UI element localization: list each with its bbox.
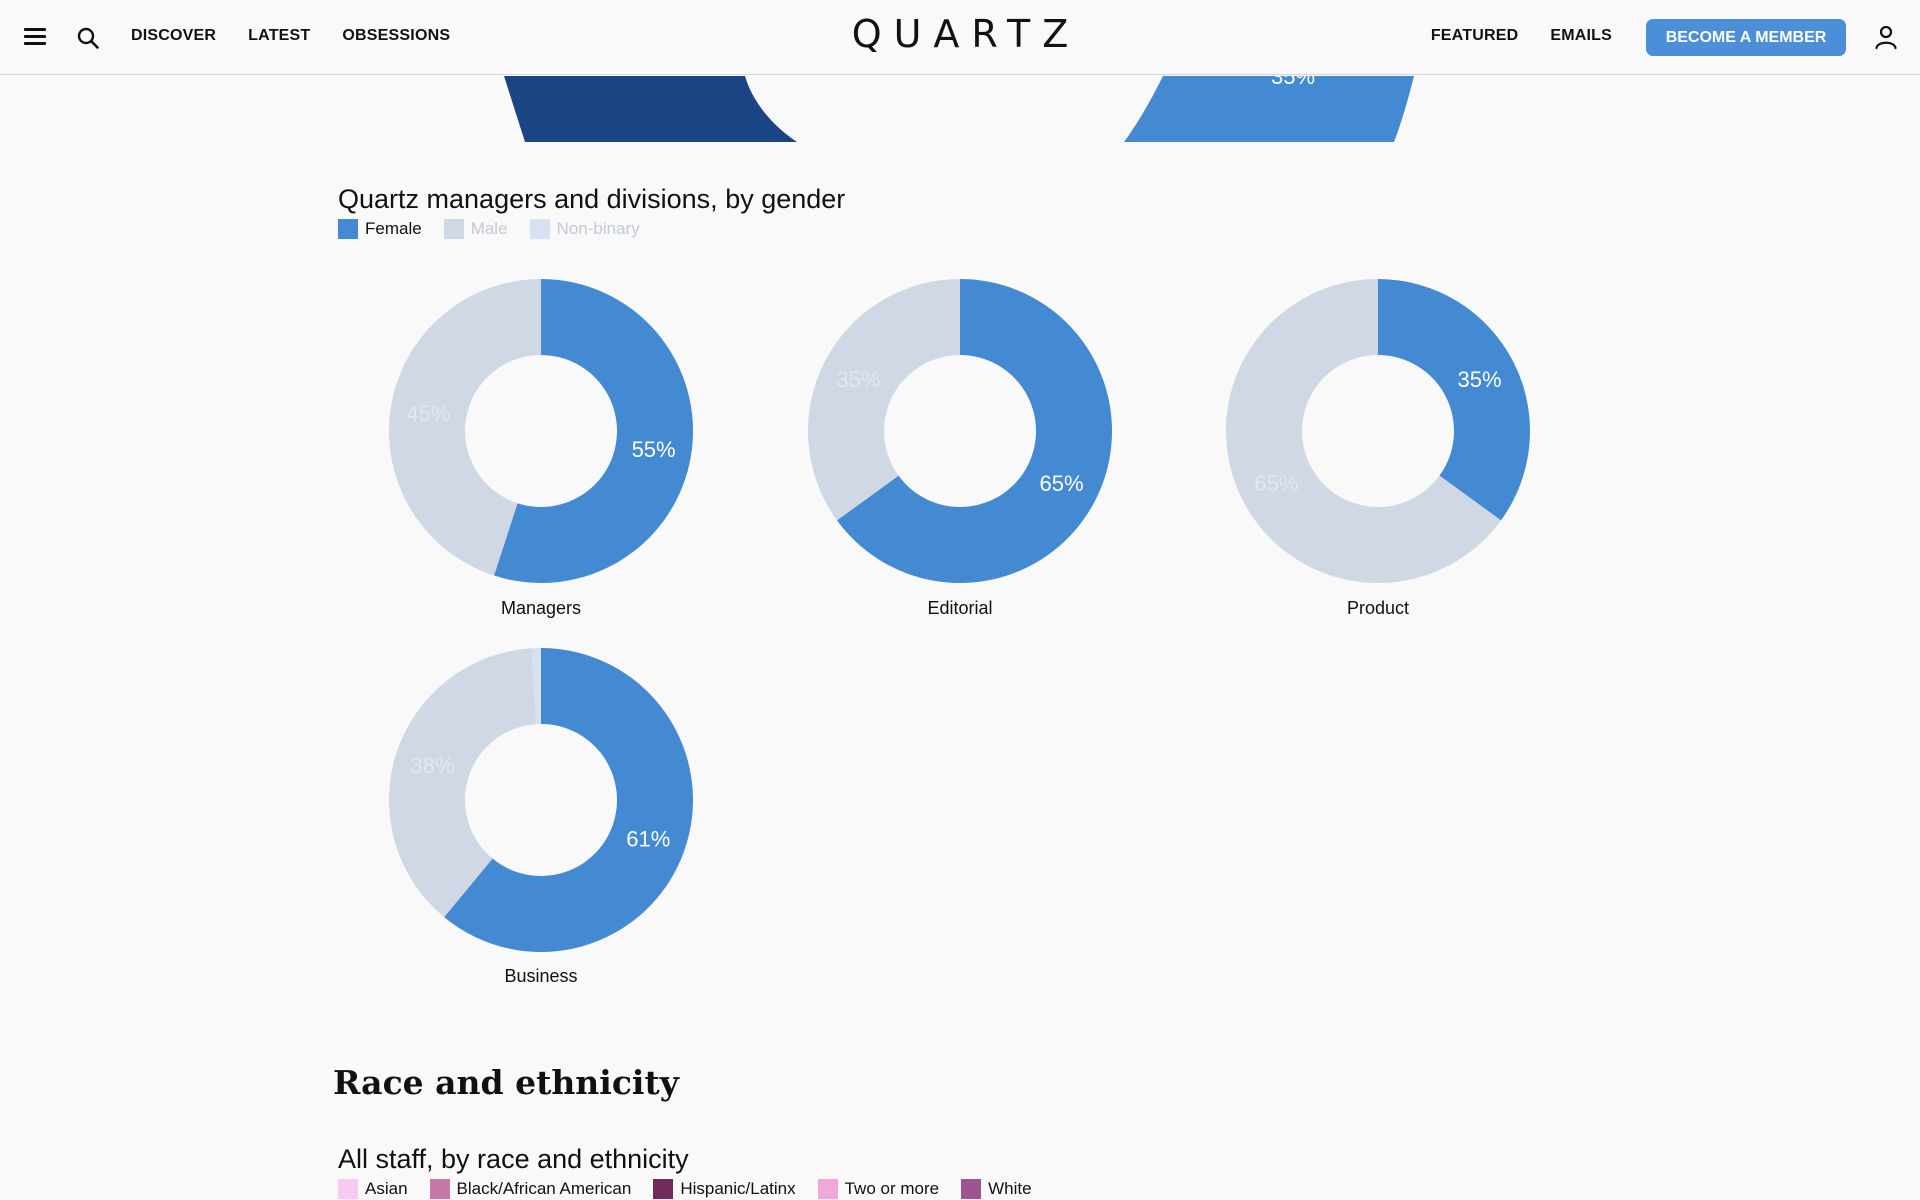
donut-business-label-female: 61% (626, 827, 670, 852)
legend-label-nonbinary: Non-binary (556, 219, 640, 238)
secondary-nav: FEATURED EMAILS (1431, 27, 1612, 45)
legend-swatch-hispanic (653, 1179, 674, 1199)
donut-managers-segment-male[interactable] (389, 279, 541, 576)
legend-label-asian: Asian (365, 1179, 408, 1198)
donut-product-segment-male[interactable] (1226, 279, 1501, 584)
nav-latest[interactable]: LATEST (248, 27, 311, 44)
legend-label-female: Female (365, 219, 422, 238)
donut-title-product: Product (1346, 598, 1410, 618)
legend-label-white: White (988, 1179, 1032, 1198)
brand-logo-wrap: QUARTZ (0, 12, 1920, 56)
legend-swatch-black (429, 1179, 450, 1199)
legend-label-black: Black/African American (456, 1179, 632, 1198)
donut-editorial-segment-female[interactable] (837, 279, 1112, 583)
legend-item-hispanic[interactable]: Hispanic/Latinx (653, 1179, 796, 1199)
legend-item-black[interactable]: Black/African American (429, 1179, 632, 1199)
nav-discover[interactable]: DISCOVER (131, 27, 217, 44)
donut-editorial-label-male: 35% (836, 367, 880, 392)
user-icon[interactable] (1873, 24, 1899, 50)
race-chart-title: All staff, by race and ethnicity (338, 1144, 689, 1174)
legend-item-asian[interactable]: Asian (338, 1179, 408, 1199)
previous-chart-label: 35% (1271, 76, 1315, 89)
legend-item-white[interactable]: White (961, 1179, 1032, 1199)
legend-swatch-nonbinary (529, 219, 550, 239)
gender-chart-title: Quartz managers and divisions, by gender (338, 184, 846, 214)
legend-swatch-male (443, 219, 464, 239)
donut-editorial-segment-male[interactable] (807, 279, 960, 521)
donut-title-editorial: Editorial (927, 598, 993, 618)
donut-managers-label-male: 45% (406, 401, 450, 426)
donut-business-label-male: 38% (411, 753, 455, 778)
primary-nav: DISCOVER LATEST OBSESSIONS (131, 27, 450, 45)
section-heading-race: Race and ethnicity (333, 1063, 679, 1102)
donut-product-segment-female[interactable] (1378, 279, 1530, 521)
search-icon[interactable] (76, 26, 100, 50)
legend-swatch-asian (338, 1179, 358, 1199)
legend-item-nonbinary[interactable]: Non-binary (529, 219, 640, 239)
donut-title-managers: Managers (500, 598, 582, 618)
donut-business-segment-female[interactable] (444, 648, 693, 952)
become-member-button[interactable]: BECOME A MEMBER (1646, 19, 1846, 56)
donut-title-business: Business (504, 966, 578, 986)
legend-item-male[interactable]: Male (443, 219, 508, 239)
donut-editorial-label-female: 65% (1040, 471, 1084, 496)
nav-obsessions[interactable]: OBSESSIONS (342, 27, 451, 44)
legend-swatch-two-or-more (817, 1179, 838, 1199)
gender-legend: Female Male Non-binary (338, 219, 662, 239)
legend-item-female[interactable]: Female (338, 219, 422, 239)
legend-label-male: Male (470, 219, 508, 238)
race-legend: Asian Black/African American Hispanic/La… (338, 1179, 1054, 1199)
donut-managers-segment-female[interactable] (494, 279, 693, 584)
donut-managers-label-female: 55% (632, 437, 676, 462)
previous-chart-fragment: 35% (504, 76, 1414, 142)
brand-logo[interactable]: QUARTZ (851, 12, 1081, 56)
legend-item-two-or-more[interactable]: Two or more (817, 1179, 940, 1199)
previous-chart-dark-segment (504, 76, 797, 142)
legend-swatch-white (961, 1179, 982, 1199)
donut-business-segment-male[interactable] (388, 648, 537, 918)
donut-product-label-female: 35% (1458, 367, 1502, 392)
donut-product-label-male: 65% (1254, 471, 1298, 496)
legend-swatch-female (338, 219, 358, 239)
legend-label-two-or-more: Two or more (844, 1179, 940, 1198)
legend-label-hispanic: Hispanic/Latinx (680, 1179, 796, 1198)
donut-business-segment-non-binary[interactable] (531, 648, 541, 725)
site-header: DISCOVER LATEST OBSESSIONS QUARTZ FEATUR… (0, 0, 1920, 75)
menu-icon[interactable] (24, 28, 46, 46)
previous-chart-blue-segment (1124, 76, 1414, 142)
nav-emails[interactable]: EMAILS (1550, 27, 1612, 44)
nav-featured[interactable]: FEATURED (1430, 27, 1519, 44)
